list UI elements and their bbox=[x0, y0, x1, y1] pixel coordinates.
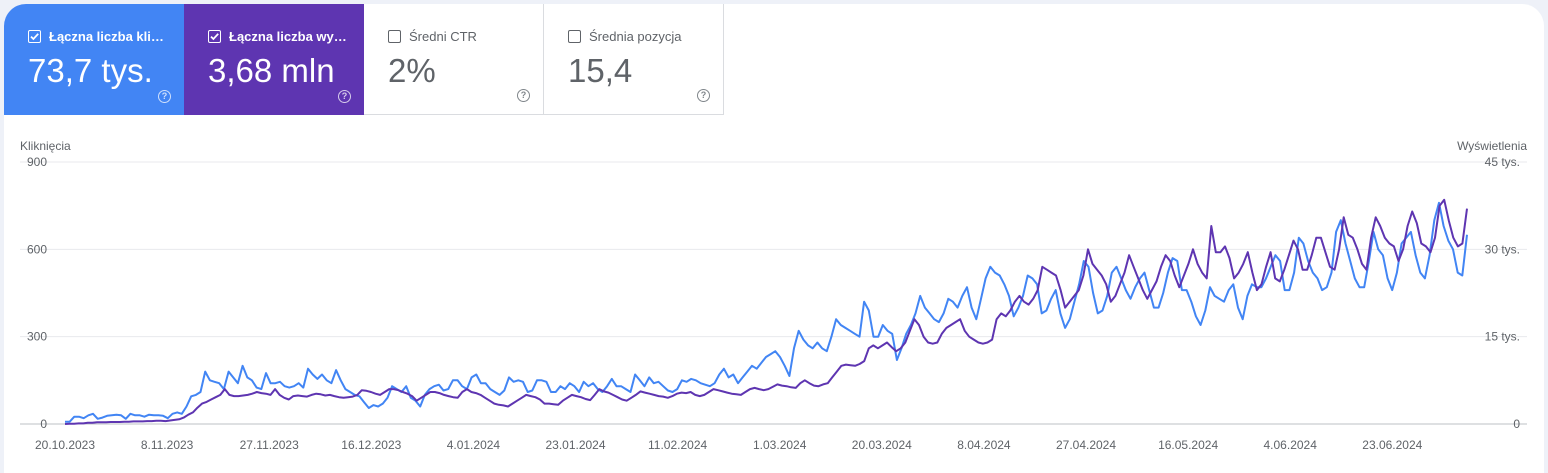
metric-card-impressions[interactable]: Łączna liczba wy… 3,68 mln ? bbox=[184, 4, 364, 115]
x-tick-label: 11.02.2024 bbox=[648, 438, 707, 452]
metric-card-position[interactable]: Średnia pozycja 15,4 ? bbox=[544, 4, 724, 115]
series-line-clicks bbox=[65, 201, 1468, 423]
x-tick-label: 27.11.2023 bbox=[240, 438, 299, 452]
metric-cards: Łączna liczba klik… 73,7 tys. ? Łączna l… bbox=[4, 4, 724, 115]
help-circle-icon[interactable]: ? bbox=[517, 89, 530, 102]
x-tick-label: 4.06.2024 bbox=[1264, 438, 1318, 452]
right-tick-label: 30 tys. bbox=[1485, 242, 1520, 256]
chart-series bbox=[64, 198, 1468, 425]
right-tick-label: 45 tys. bbox=[1485, 155, 1520, 169]
metric-value: 2% bbox=[388, 52, 436, 89]
help-circle-icon[interactable]: ? bbox=[158, 90, 171, 103]
left-axis-title: Kliknięcia bbox=[20, 139, 71, 153]
right-tick-label: 0 bbox=[1513, 417, 1520, 431]
left-tick-label: 0 bbox=[40, 417, 47, 431]
x-tick-label: 20.03.2024 bbox=[852, 438, 912, 452]
x-tick-label: 23.06.2024 bbox=[1362, 438, 1422, 452]
help-circle-icon[interactable]: ? bbox=[338, 90, 351, 103]
checkbox-empty-icon[interactable] bbox=[568, 30, 581, 43]
left-tick-label: 300 bbox=[27, 330, 47, 344]
x-tick-label: 4.01.2024 bbox=[447, 438, 501, 452]
left-axis-ticks: 0 300 600 900 bbox=[27, 155, 47, 431]
metric-card-ctr[interactable]: Średni CTR 2% ? bbox=[364, 4, 544, 115]
x-tick-label: 8.11.2023 bbox=[141, 438, 194, 452]
x-tick-label: 23.01.2024 bbox=[545, 438, 605, 452]
x-tick-label: 20.10.2023 bbox=[35, 438, 95, 452]
checkbox-empty-icon[interactable] bbox=[388, 30, 401, 43]
left-tick-label: 900 bbox=[27, 155, 47, 169]
x-tick-label: 1.03.2024 bbox=[753, 438, 807, 452]
right-axis-ticks: 0 15 tys. 30 tys. 45 tys. bbox=[1485, 155, 1521, 431]
checkbox-checked-icon[interactable] bbox=[28, 30, 41, 43]
series-line-impressions bbox=[64, 198, 1468, 425]
right-tick-label: 15 tys. bbox=[1485, 330, 1520, 344]
metric-value: 3,68 mln bbox=[208, 52, 335, 89]
x-tick-label: 16.12.2023 bbox=[341, 438, 401, 452]
metric-card-clicks[interactable]: Łączna liczba klik… 73,7 tys. ? bbox=[4, 4, 184, 115]
checkbox-checked-icon[interactable] bbox=[208, 30, 221, 43]
right-axis-title: Wyświetlenia bbox=[1457, 139, 1527, 153]
x-tick-label: 8.04.2024 bbox=[957, 438, 1011, 452]
chart-grid bbox=[20, 161, 1527, 425]
metric-value: 73,7 tys. bbox=[28, 52, 153, 89]
x-tick-label: 16.05.2024 bbox=[1158, 438, 1218, 452]
left-tick-label: 600 bbox=[27, 242, 47, 256]
help-circle-icon[interactable]: ? bbox=[697, 89, 710, 102]
metric-value: 15,4 bbox=[568, 52, 633, 89]
x-tick-label: 27.04.2024 bbox=[1056, 438, 1116, 452]
performance-panel: Łączna liczba klik… 73,7 tys. ? Łączna l… bbox=[4, 4, 1544, 473]
x-axis-ticks: 20.10.2023 8.11.2023 27.11.2023 16.12.2023 4… bbox=[35, 438, 1423, 452]
